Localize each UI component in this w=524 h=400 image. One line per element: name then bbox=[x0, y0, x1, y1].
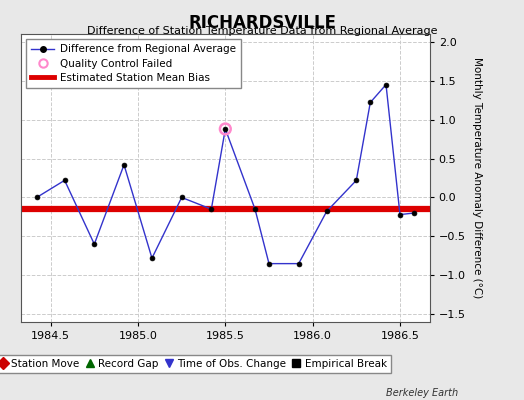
Text: Difference of Station Temperature Data from Regional Average: Difference of Station Temperature Data f… bbox=[87, 26, 437, 36]
Text: Berkeley Earth: Berkeley Earth bbox=[386, 388, 458, 398]
Point bbox=[221, 126, 230, 132]
Legend: Station Move, Record Gap, Time of Obs. Change, Empirical Break: Station Move, Record Gap, Time of Obs. C… bbox=[0, 355, 391, 373]
Y-axis label: Monthly Temperature Anomaly Difference (°C): Monthly Temperature Anomaly Difference (… bbox=[472, 57, 483, 299]
Text: RICHARDSVILLE: RICHARDSVILLE bbox=[188, 14, 336, 32]
